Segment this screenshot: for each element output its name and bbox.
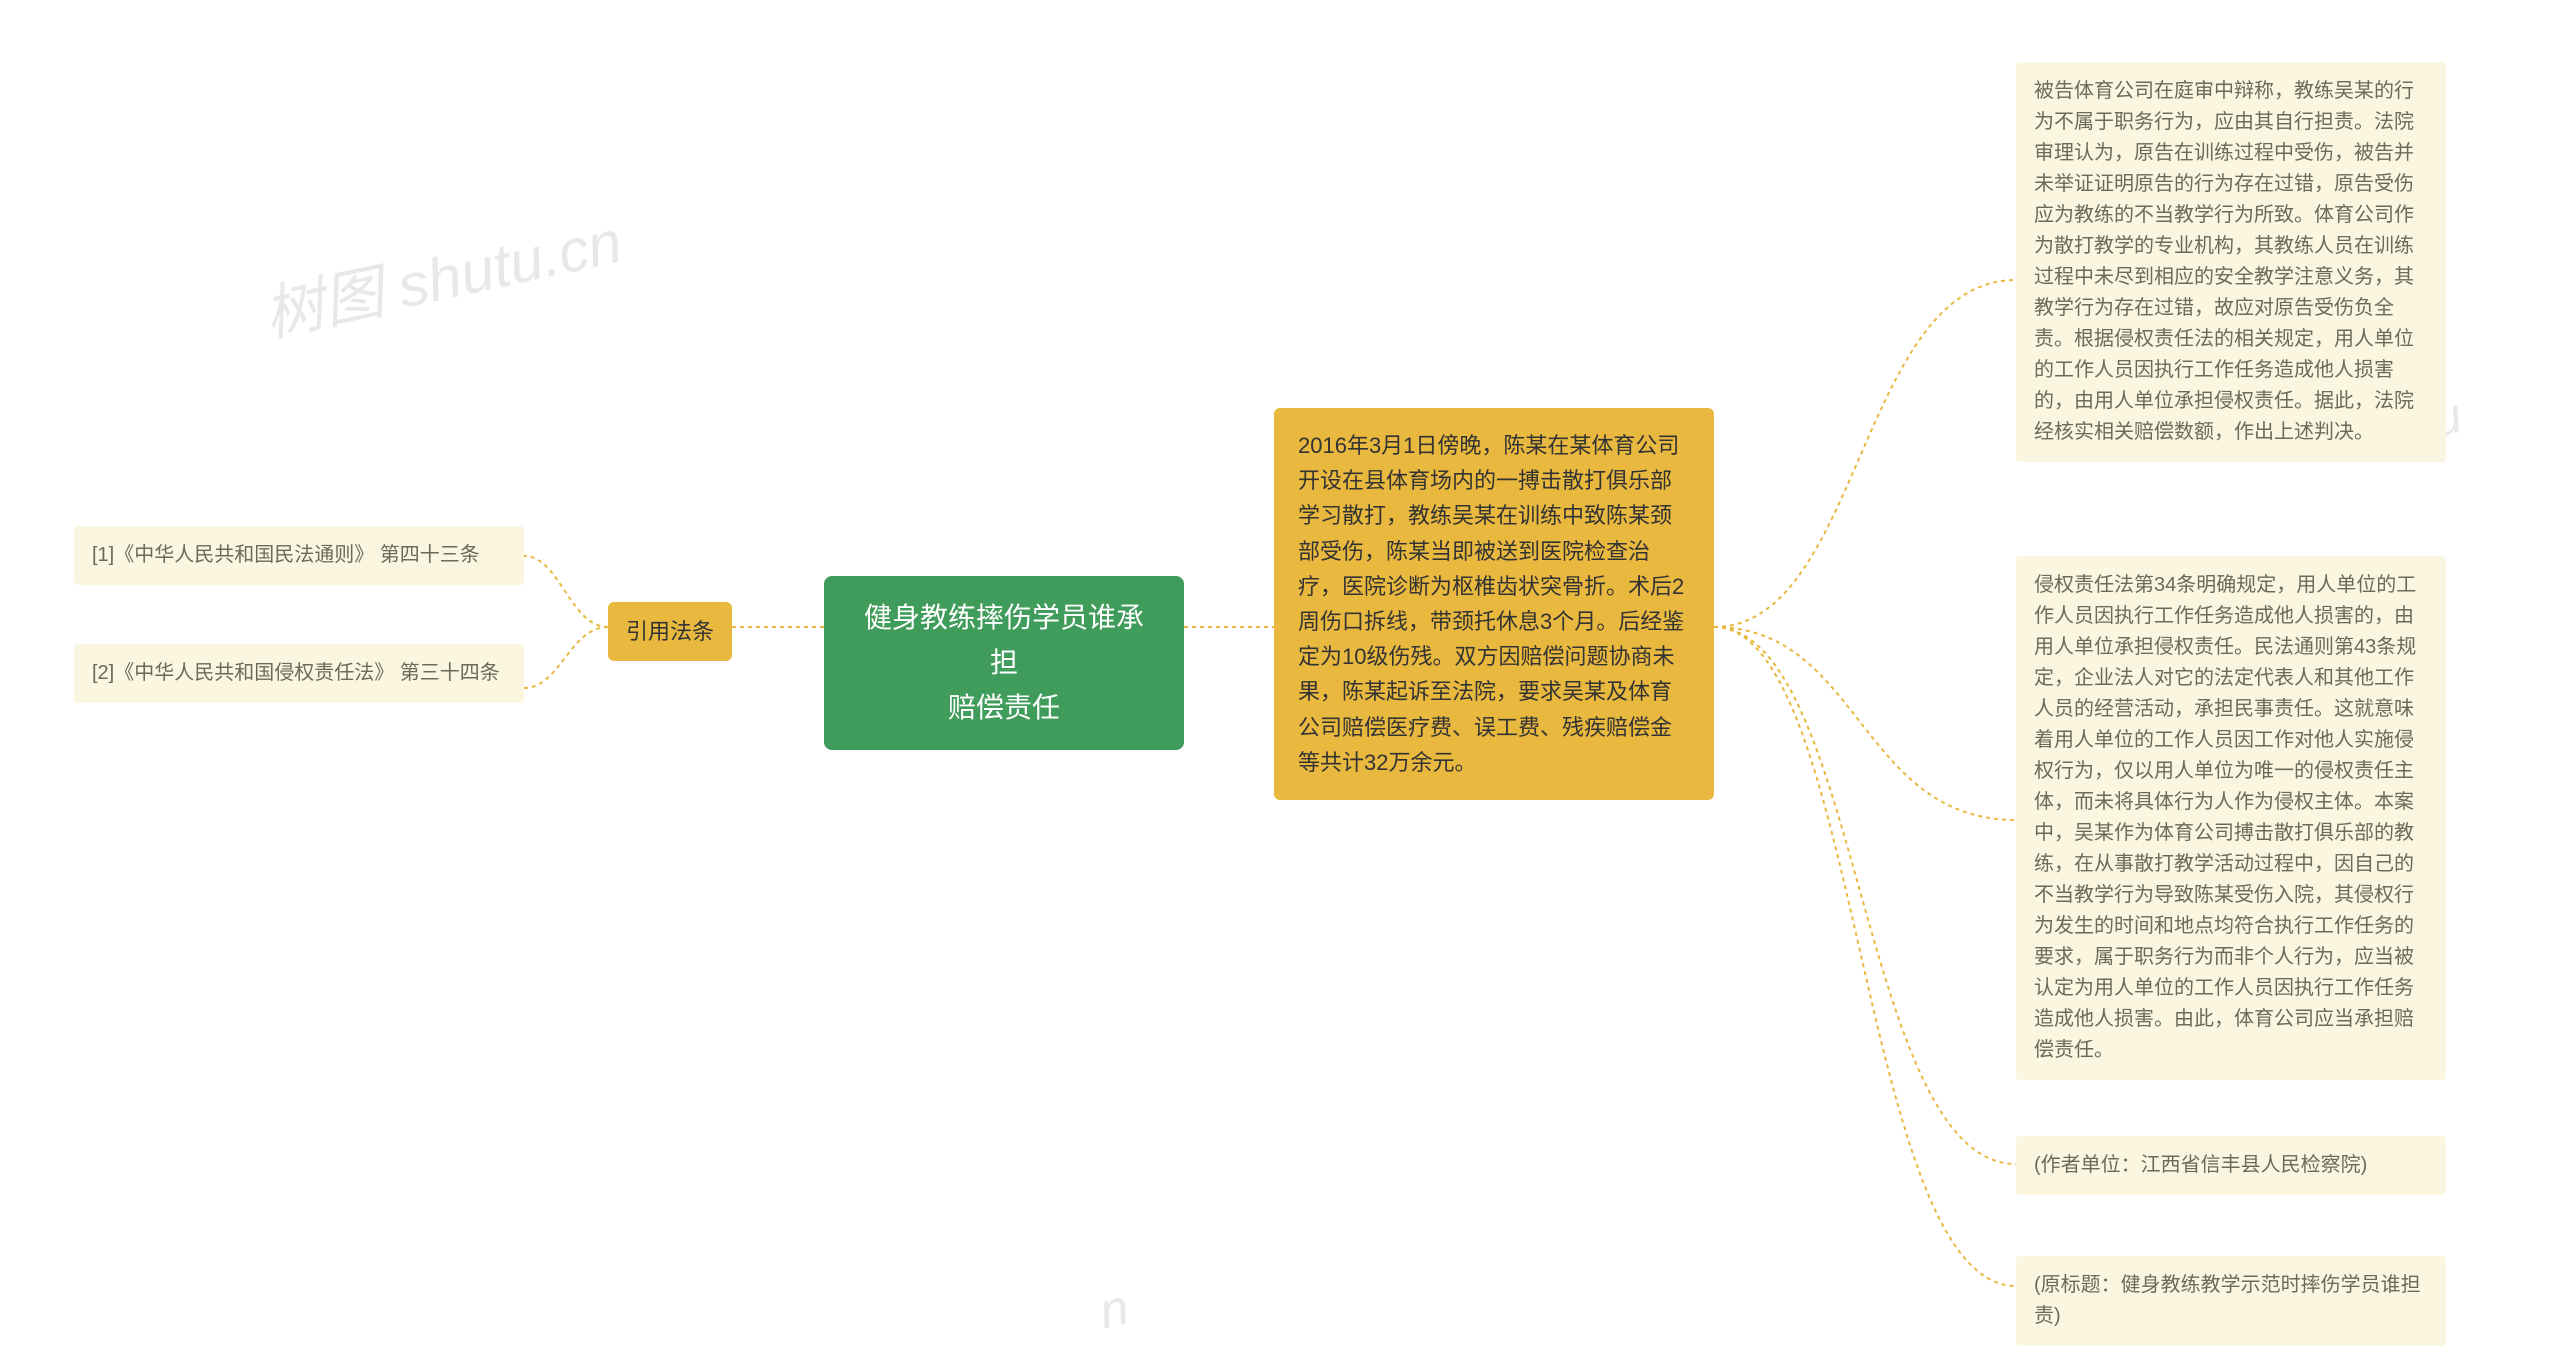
law-ref-2-text: [2]《中华人民共和国侵权责任法》 第三十四条 [92, 662, 500, 684]
detail-4-text: (原标题：健身教练教学示范时摔伤学员谁担责) [2034, 1274, 2421, 1327]
left-branch-label[interactable]: 引用法条 [608, 602, 732, 661]
detail-3-text: (作者单位：江西省信丰县人民检察院) [2034, 1154, 2367, 1176]
watermark-top: 树图 shutu.cn [255, 193, 629, 354]
left-branch-label-text: 引用法条 [626, 619, 714, 644]
law-ref-1-text: [1]《中华人民共和国民法通则》 第四十三条 [92, 544, 480, 566]
root-title-line2: 赔偿责任 [948, 692, 1060, 723]
law-ref-2[interactable]: [2]《中华人民共和国侵权责任法》 第三十四条 [74, 644, 524, 703]
detail-1[interactable]: 被告体育公司在庭审中辩称，教练吴某的行为不属于职务行为，应由其自行担责。法院审理… [2016, 62, 2446, 462]
detail-4[interactable]: (原标题：健身教练教学示范时摔伤学员谁担责) [2016, 1256, 2446, 1346]
detail-2[interactable]: 侵权责任法第34条明确规定，用人单位的工作人员因执行工作任务造成他人损害的，由用… [2016, 556, 2446, 1080]
law-ref-1[interactable]: [1]《中华人民共和国民法通则》 第四十三条 [74, 526, 524, 585]
watermark-bottom: n [1094, 1278, 1133, 1341]
root-title-line1: 健身教练摔伤学员谁承担 [864, 602, 1144, 678]
detail-1-text: 被告体育公司在庭审中辩称，教练吴某的行为不属于职务行为，应由其自行担责。法院审理… [2034, 80, 2414, 443]
case-summary-text: 2016年3月1日傍晚，陈某在某体育公司开设在县体育场内的一搏击散打俱乐部学习散… [1298, 433, 1684, 775]
root-node[interactable]: 健身教练摔伤学员谁承担 赔偿责任 [824, 576, 1184, 750]
detail-2-text: 侵权责任法第34条明确规定，用人单位的工作人员因执行工作任务造成他人损害的，由用… [2034, 574, 2416, 1061]
case-summary[interactable]: 2016年3月1日傍晚，陈某在某体育公司开设在县体育场内的一搏击散打俱乐部学习散… [1274, 408, 1714, 800]
detail-3[interactable]: (作者单位：江西省信丰县人民检察院) [2016, 1136, 2446, 1195]
